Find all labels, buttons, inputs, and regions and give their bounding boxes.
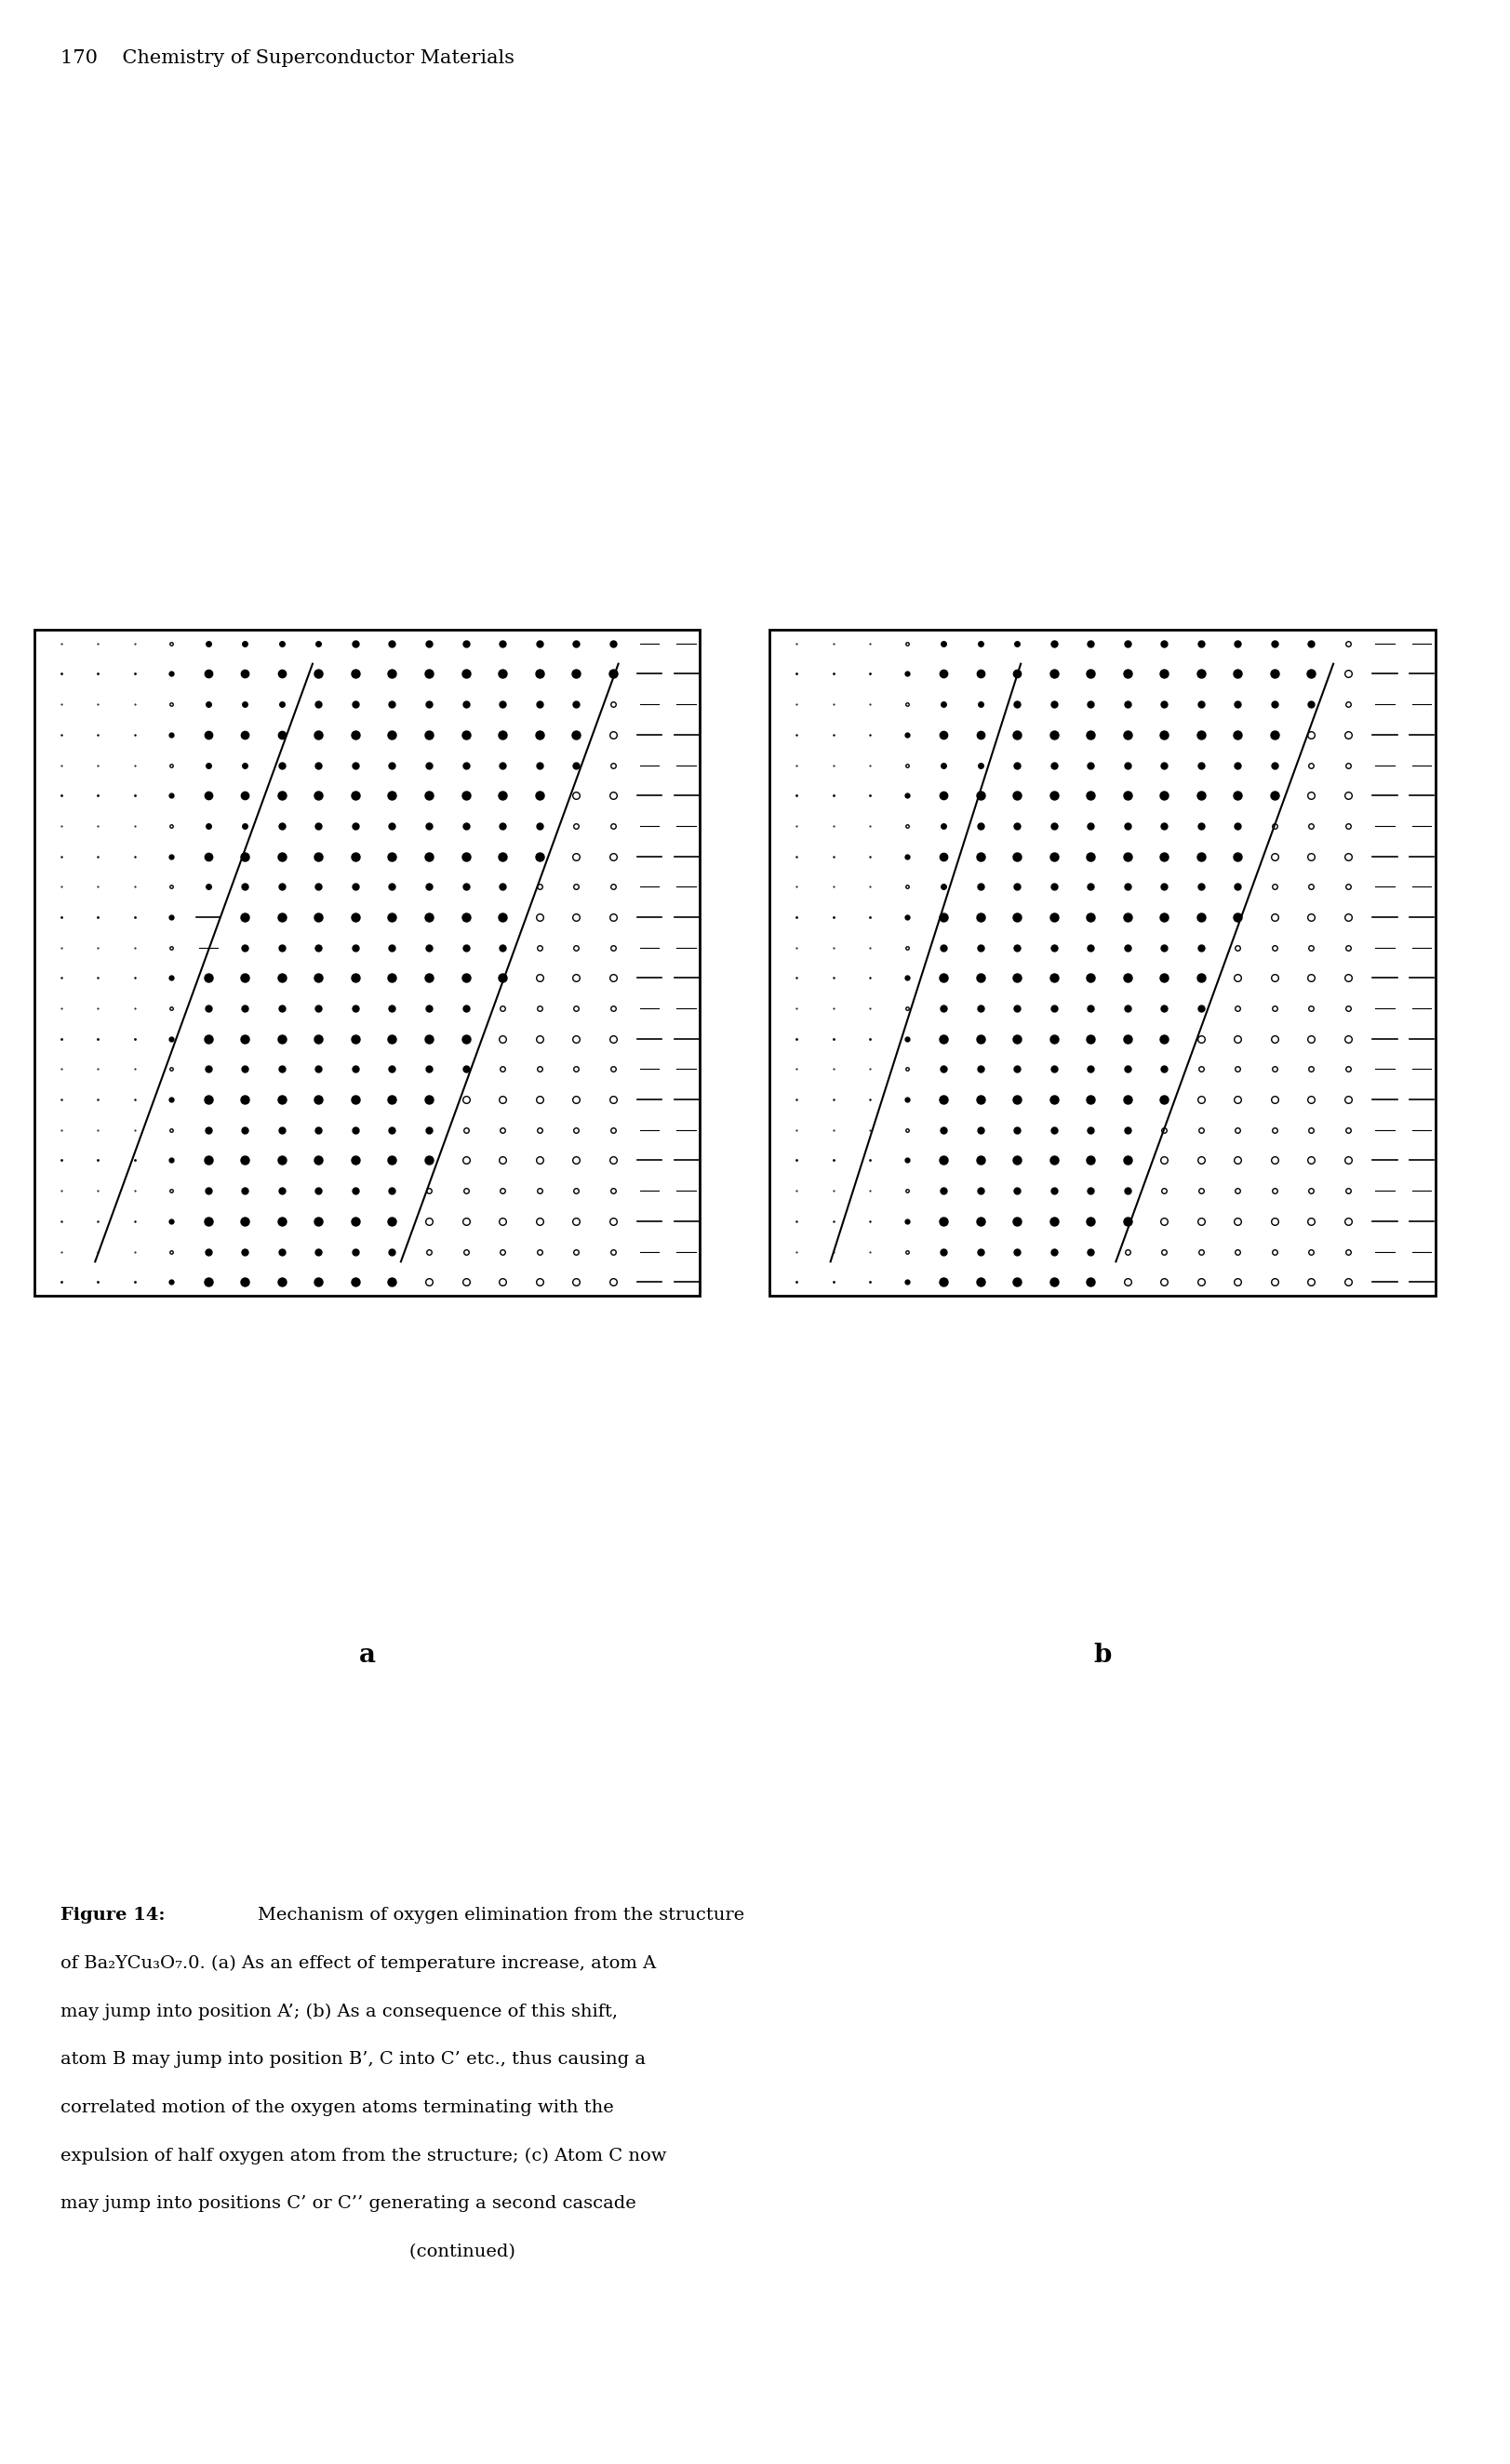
Text: correlated motion of the oxygen atoms terminating with the: correlated motion of the oxygen atoms te… <box>60 2099 613 2117</box>
Text: of Ba₂YCu₃O₇.0. (a) As an effect of temperature increase, atom A: of Ba₂YCu₃O₇.0. (a) As an effect of temp… <box>60 1954 655 1971</box>
Text: may jump into position A’; (b) As a consequence of this shift,: may jump into position A’; (b) As a cons… <box>60 2003 618 2020</box>
Text: Figure 14:: Figure 14: <box>60 1907 165 1924</box>
Text: b: b <box>1093 1643 1111 1668</box>
Text: 170    Chemistry of Superconductor Materials: 170 Chemistry of Superconductor Material… <box>60 49 515 67</box>
Text: may jump into positions C’ or C’’ generating a second cascade: may jump into positions C’ or C’’ genera… <box>60 2195 636 2213</box>
Text: (continued): (continued) <box>60 2242 515 2259</box>
Text: atom B may jump into position B’, C into C’ etc., thus causing a: atom B may jump into position B’, C into… <box>60 2050 646 2067</box>
Text: Mechanism of oxygen elimination from the structure: Mechanism of oxygen elimination from the… <box>234 1907 744 1924</box>
Text: a: a <box>358 1643 376 1668</box>
Text: expulsion of half oxygen atom from the structure; (c) Atom C now: expulsion of half oxygen atom from the s… <box>60 2146 666 2163</box>
